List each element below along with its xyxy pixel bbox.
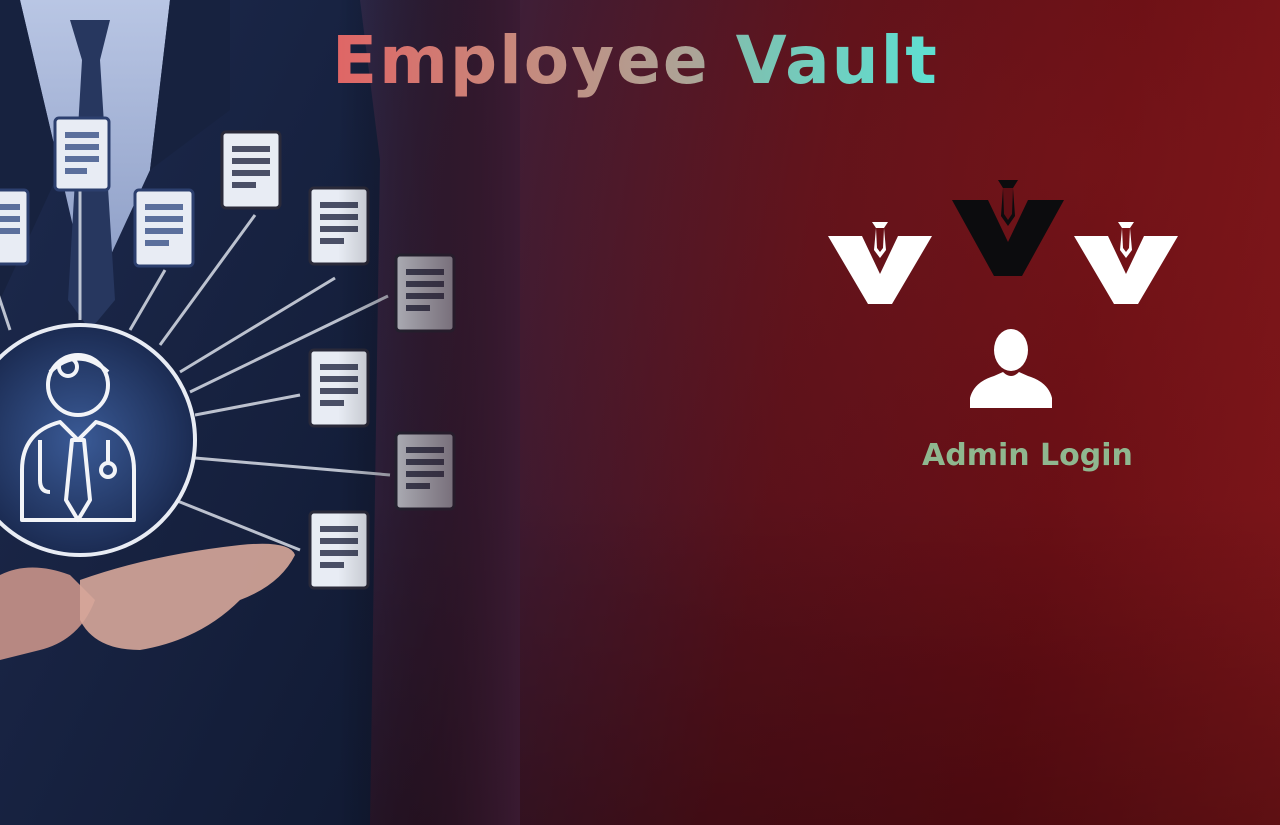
vault-logo-right-icon (1074, 222, 1178, 304)
app-title: Employee Vault (332, 22, 939, 99)
hero-illustration (0, 0, 520, 825)
app-title-word-vault: Vault (735, 22, 939, 99)
admin-login-link[interactable]: Admin Login (922, 438, 1133, 473)
vault-logo-left-icon (828, 222, 932, 304)
vault-logo-center-icon (952, 180, 1064, 276)
app-title-word-employee: Employee (332, 22, 710, 99)
user-silhouette-icon[interactable] (970, 326, 1052, 408)
